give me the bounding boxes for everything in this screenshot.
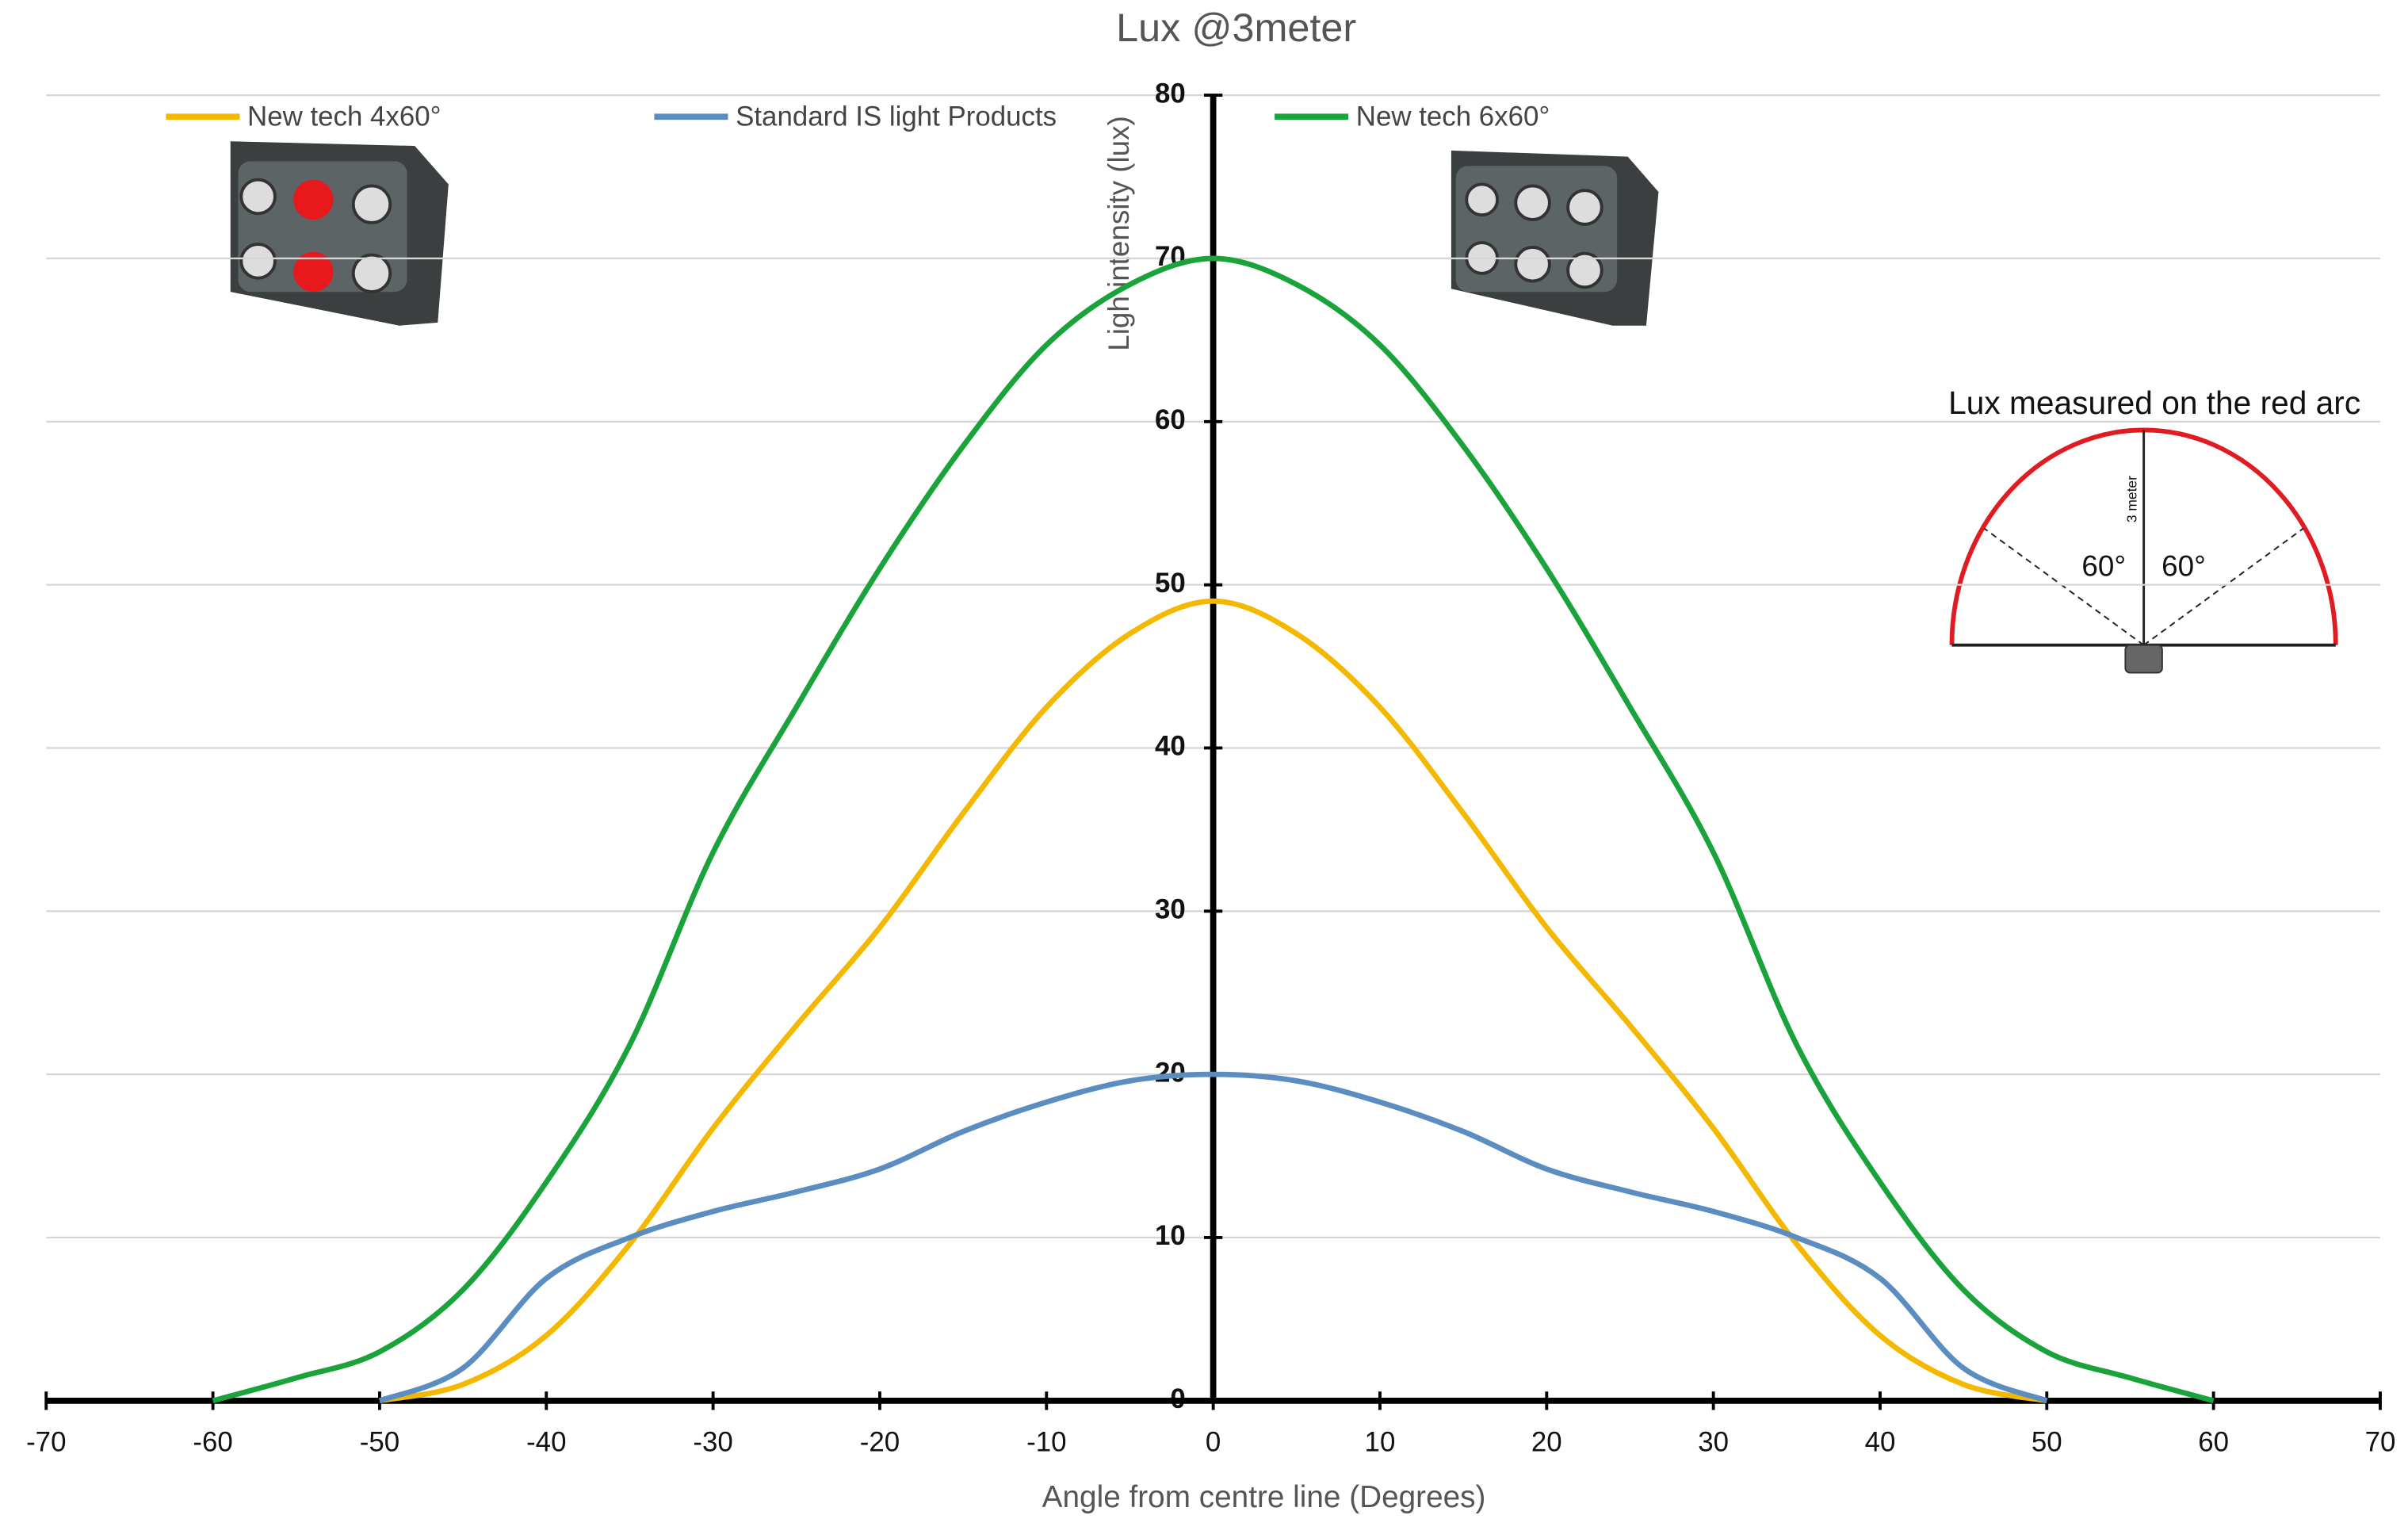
- x-tick-label: 70: [2365, 1426, 2396, 1457]
- legend-label: New tech 4x60°: [247, 101, 441, 132]
- x-tick-label: 30: [1698, 1426, 1729, 1457]
- x-tick-label: -40: [526, 1426, 566, 1457]
- chart-title: Lux @3meter: [1116, 5, 1356, 50]
- y-tick-label: 30: [1155, 894, 1186, 925]
- x-tick-label: 0: [1206, 1426, 1221, 1457]
- x-axis-title: Angle from centre line (Degrees): [1042, 1480, 1486, 1514]
- annotation: Lux measured on the red arc: [1948, 385, 2360, 421]
- x-tick-label: -30: [693, 1426, 732, 1457]
- arc-diagram: [1951, 430, 2335, 672]
- x-tick-label: -60: [193, 1426, 232, 1457]
- x-tick-label: -10: [1026, 1426, 1066, 1457]
- x-tick-label: 60: [2198, 1426, 2229, 1457]
- y-tick-label: 10: [1155, 1220, 1186, 1251]
- annotation: 60°: [2161, 550, 2206, 583]
- legend-label: Standard IS light Products: [736, 101, 1057, 132]
- x-tick-label: 20: [1531, 1426, 1562, 1457]
- x-tick-label: -70: [26, 1426, 66, 1457]
- legend-label: New tech 6x60°: [1356, 101, 1550, 132]
- annotation: 60°: [2081, 550, 2126, 583]
- x-tick-label: -20: [860, 1426, 900, 1457]
- x-tick-label: 50: [2032, 1426, 2062, 1457]
- y-tick-label: 80: [1155, 78, 1186, 109]
- y-tick-label: 40: [1155, 731, 1186, 762]
- lamp-6x60: [1451, 151, 1659, 326]
- chart: Lux @3meter Angle from centre line (Degr…: [0, 0, 2408, 1519]
- y-tick-label: 60: [1155, 404, 1186, 435]
- y-axis-title: Ligh intensity (lux): [1103, 116, 1135, 351]
- x-tick-label: 40: [1865, 1426, 1896, 1457]
- x-tick-label: -50: [360, 1426, 399, 1457]
- lamp-4x60: [231, 141, 449, 325]
- y-tick-label: 50: [1155, 568, 1186, 599]
- annotation: 3 meter: [2124, 476, 2140, 522]
- y-tick-label: 20: [1155, 1057, 1186, 1088]
- x-tick-label: 10: [1365, 1426, 1396, 1457]
